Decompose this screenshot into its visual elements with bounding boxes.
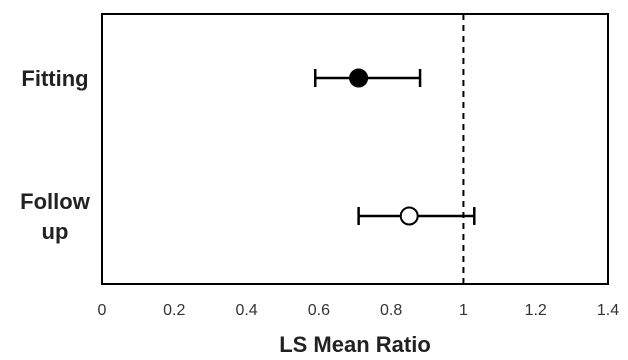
x-tick-label: 0.2 [163,302,185,319]
data-marks [313,68,476,226]
category-label: Follow [20,189,91,214]
x-tick-label: 0 [98,302,107,319]
x-tick-label: 1 [459,302,468,319]
x-tick-label: 0.8 [380,302,402,319]
point-estimate-filled [349,68,369,88]
x-tick-label: 0.6 [308,302,330,319]
x-axis-ticks: 0 0.2 0.4 0.6 0.8 1 1.2 1.4 [98,302,620,319]
x-tick-label: 0.4 [235,302,257,319]
x-tick-label: 1.4 [597,302,619,319]
category-labels: Fitting Follow up [20,66,91,244]
point-estimate-open [399,206,419,226]
category-label: Fitting [21,66,88,91]
x-axis-title: LS Mean Ratio [279,332,431,357]
plot-frame [101,13,609,285]
category-label: up [42,219,69,244]
x-tick-label: 1.2 [525,302,547,319]
